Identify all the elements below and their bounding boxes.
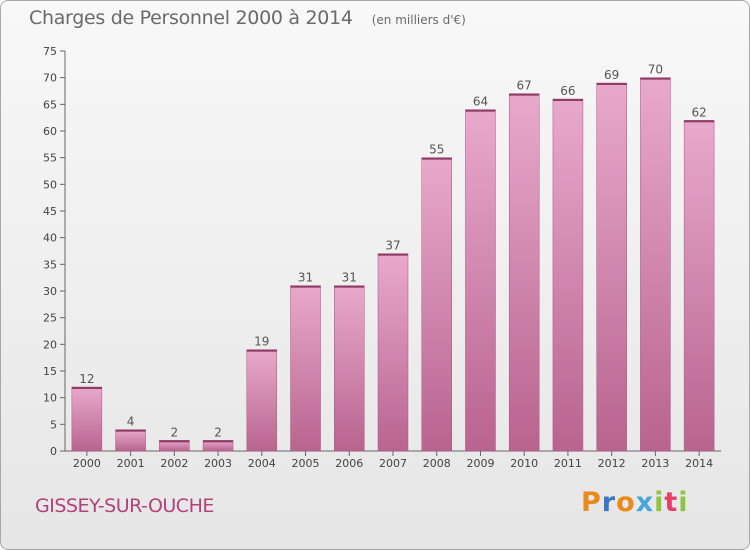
y-tick-label: 30 xyxy=(43,285,57,298)
data-label: 67 xyxy=(517,79,532,93)
data-label: 37 xyxy=(385,239,400,253)
proxiti-logo: Proxiti xyxy=(581,487,689,518)
bar-top-edge xyxy=(596,83,627,85)
bar-top-edge xyxy=(640,77,671,80)
x-tick-label: 2005 xyxy=(292,457,320,470)
chart-title: Charges de Personnel 2000 à 2014 xyxy=(29,7,353,29)
logo-letter: i xyxy=(654,487,665,518)
bar-top-edge xyxy=(509,93,540,96)
bar xyxy=(421,157,452,452)
bar-top-edge xyxy=(246,349,277,352)
x-tick-label: 2013 xyxy=(641,457,669,470)
bar xyxy=(508,93,540,452)
bar-top-edge xyxy=(334,285,365,288)
data-label: 69 xyxy=(604,68,619,82)
logo-letter: P xyxy=(581,487,602,518)
logo-letter: x xyxy=(635,487,655,518)
bar-top-edge xyxy=(552,99,583,101)
bar-top-edge xyxy=(465,109,496,112)
x-tick-label: 2003 xyxy=(204,457,232,470)
y-tick-label: 5 xyxy=(50,418,57,431)
bar-top-edge xyxy=(71,387,102,389)
chart-title-block: Charges de Personnel 2000 à 2014 (en mil… xyxy=(29,7,466,29)
y-tick-label: 60 xyxy=(43,125,57,138)
y-tick-label: 65 xyxy=(43,98,57,111)
bar-top-edge xyxy=(159,440,190,443)
data-label: 2 xyxy=(214,425,222,439)
y-tick-label: 10 xyxy=(43,392,57,405)
logo-letter: i xyxy=(678,487,689,518)
bar xyxy=(465,109,496,452)
data-label: 55 xyxy=(429,143,444,157)
x-tick-label: 2014 xyxy=(685,457,713,470)
bar xyxy=(552,98,584,452)
x-tick-label: 2009 xyxy=(466,457,494,470)
y-tick-label: 50 xyxy=(43,178,57,191)
bar-top-edge xyxy=(290,285,321,288)
x-tick-label: 2008 xyxy=(423,457,451,470)
logo-letter: r xyxy=(601,487,617,518)
data-label: 2 xyxy=(171,425,179,439)
data-label: 62 xyxy=(691,105,706,119)
bar-top-edge xyxy=(421,157,452,160)
y-tick-label: 55 xyxy=(43,152,57,165)
value-labels: 12 4 2 2 19 31 31 37 55 64 67 66 69 70 62 xyxy=(79,63,707,440)
data-label: 64 xyxy=(473,95,488,109)
y-tick-label: 45 xyxy=(43,205,57,218)
x-tick-label: 2011 xyxy=(554,457,582,470)
x-tick-label: 2002 xyxy=(160,457,188,470)
y-axis: 0 5 10 15 20 25 30 35 40 45 50 55 60 65 70 75 xyxy=(43,45,66,458)
x-tick-label: 2010 xyxy=(510,457,538,470)
bar-top-edge xyxy=(203,440,234,443)
logo-letter: t xyxy=(664,487,679,518)
bar xyxy=(290,285,321,452)
bar xyxy=(640,77,671,452)
bar xyxy=(115,429,146,452)
data-label: 70 xyxy=(648,63,663,77)
chart-subtitle: (en milliers d'€) xyxy=(371,13,466,27)
data-label: 31 xyxy=(298,271,313,285)
bar xyxy=(246,349,278,452)
x-tick-label: 2006 xyxy=(335,457,363,470)
y-tick-label: 0 xyxy=(50,445,57,458)
logo-letter: o xyxy=(616,487,636,518)
x-axis: 2000 2001 2002 2003 2004 2005 2006 2007 2008 2009… xyxy=(65,450,721,470)
y-tick-label: 75 xyxy=(43,45,57,58)
y-tick-label: 20 xyxy=(43,338,57,351)
data-label: 12 xyxy=(79,372,94,386)
y-tick-label: 40 xyxy=(43,232,57,245)
x-tick-label: 2001 xyxy=(117,457,145,470)
y-tick-label: 15 xyxy=(43,365,57,378)
x-tick-label: 2012 xyxy=(598,457,626,470)
bar-top-edge xyxy=(378,253,408,256)
bar-top-edge xyxy=(684,120,715,123)
x-tick-label: 2007 xyxy=(379,457,407,470)
x-tick-label: 2000 xyxy=(73,457,101,470)
x-tick-label: 2004 xyxy=(248,457,276,470)
bar xyxy=(71,386,103,452)
data-label: 4 xyxy=(127,415,135,429)
y-tick-label: 70 xyxy=(43,72,57,85)
bar xyxy=(377,253,409,452)
data-label: 31 xyxy=(342,271,357,285)
bar-top-edge xyxy=(115,429,146,432)
bar-series xyxy=(71,77,715,452)
bar xyxy=(596,82,627,452)
data-label: 66 xyxy=(560,84,575,98)
data-label: 19 xyxy=(254,335,269,349)
y-tick-label: 35 xyxy=(43,258,57,271)
bar xyxy=(334,285,365,452)
y-tick-label: 25 xyxy=(43,312,57,325)
bar xyxy=(683,120,715,452)
commune-name: GISSEY-SUR-OUCHE xyxy=(35,495,214,517)
